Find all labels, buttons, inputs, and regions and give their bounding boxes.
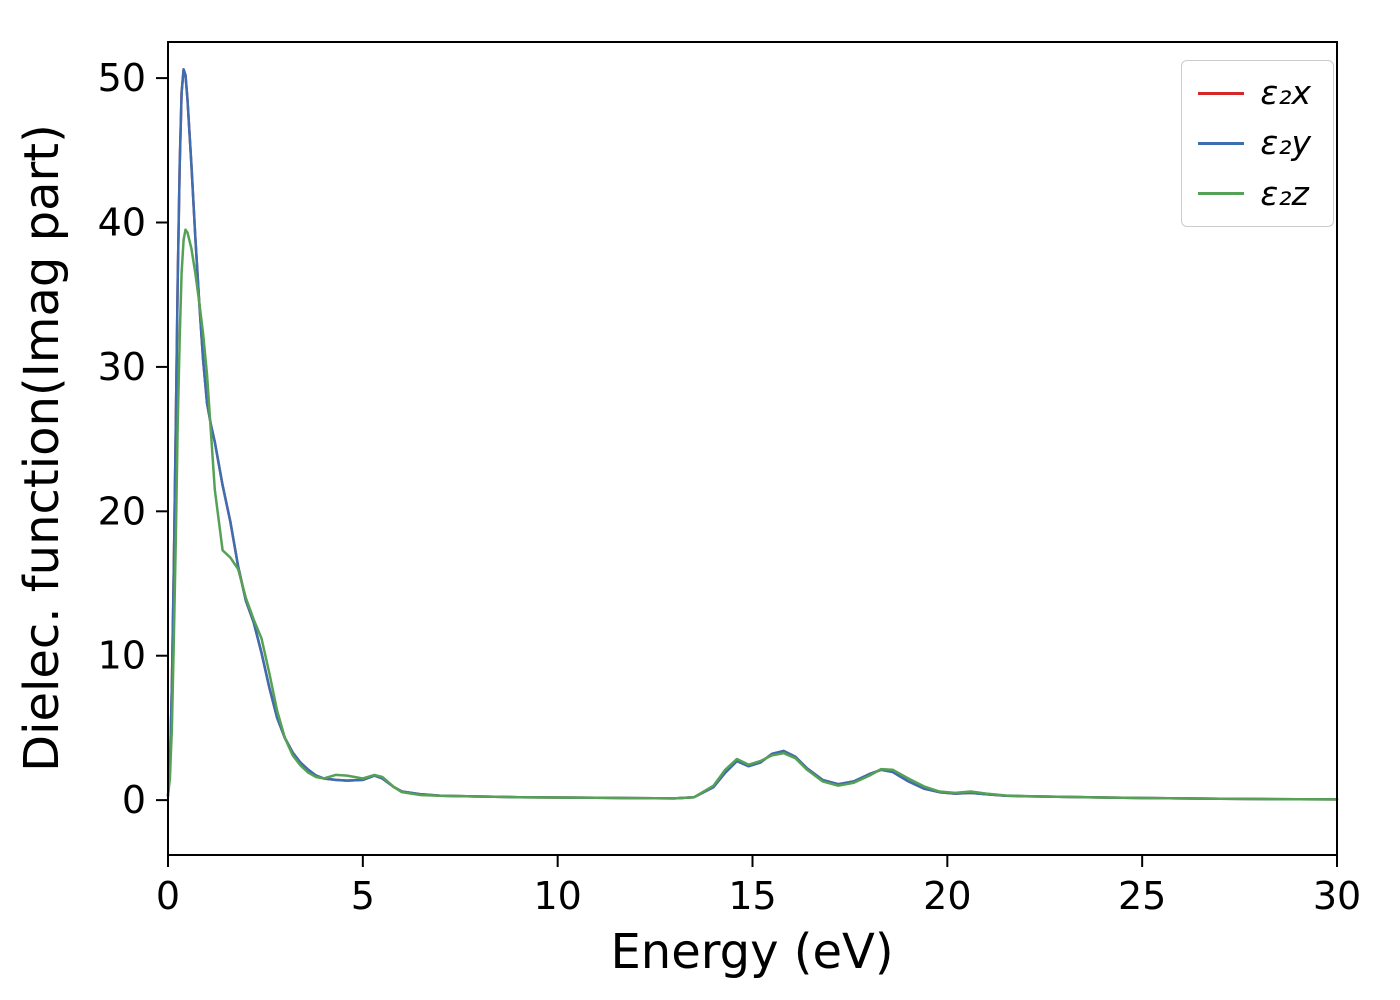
series-lines bbox=[166, 68, 1339, 801]
x-tick-label: 25 bbox=[1118, 874, 1166, 918]
legend-label: ε₂x bbox=[1260, 73, 1311, 112]
legend-label: ε₂y bbox=[1260, 123, 1311, 163]
y-tick-label: 10 bbox=[98, 634, 146, 678]
x-tick-label: 15 bbox=[728, 874, 776, 918]
x-tick-label: 10 bbox=[533, 874, 581, 918]
y-tick-label: 30 bbox=[98, 345, 146, 389]
y-tick-label: 0 bbox=[122, 778, 146, 822]
plot-area bbox=[168, 42, 1337, 855]
y-axis-label: Dielec. function(Imag part) bbox=[14, 124, 70, 772]
legend-entry: ε₂y bbox=[1198, 123, 1311, 163]
series-line-eps2z bbox=[166, 228, 1339, 801]
legend-line-blue bbox=[1198, 141, 1245, 145]
y-tick-label: 40 bbox=[98, 201, 146, 245]
legend-entry: ε₂z bbox=[1198, 173, 1311, 213]
x-tick-label: 20 bbox=[923, 874, 971, 918]
legend-label: ε₂z bbox=[1260, 173, 1309, 213]
x-tick-label: 0 bbox=[156, 874, 180, 918]
legend-entry: ε₂x bbox=[1198, 73, 1311, 112]
y-axis-ticks: 0 10 20 30 40 50 bbox=[98, 56, 168, 822]
y-tick-label: 50 bbox=[98, 56, 146, 100]
legend: ε₂x ε₂y ε₂z bbox=[1181, 60, 1334, 227]
x-tick-label: 30 bbox=[1313, 874, 1361, 918]
x-tick-label: 5 bbox=[351, 874, 375, 918]
y-tick-label: 20 bbox=[98, 489, 146, 533]
legend-line-green bbox=[1198, 192, 1245, 196]
x-axis-label: Energy (eV) bbox=[610, 924, 893, 980]
legend-line-red bbox=[1198, 91, 1245, 95]
x-axis-ticks: 0 5 10 15 20 25 30 bbox=[156, 855, 1361, 918]
